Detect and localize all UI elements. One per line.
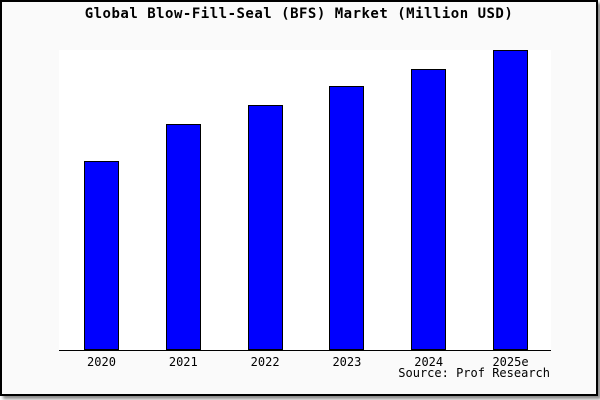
x-tick-label-2024: 2024: [414, 355, 444, 369]
x-tick-label-2020: 2020: [87, 355, 116, 369]
source-note: Source: Prof Research: [398, 366, 550, 380]
bar-2025e: [493, 50, 528, 350]
bar-2020: [84, 161, 119, 350]
x-tick-label-2025e: 2025e: [492, 355, 529, 369]
x-tick-label-2022: 2022: [250, 355, 280, 369]
chart-title: Global Blow-Fill-Seal (BFS) Market (Mill…: [84, 6, 514, 22]
plot-area: [59, 50, 551, 351]
bar-2021: [165, 124, 201, 350]
x-tick-label-2021: 2021: [168, 355, 198, 369]
bar-2023: [329, 86, 365, 350]
bar-2022: [247, 105, 283, 350]
x-tick-label-2023: 2023: [332, 355, 362, 369]
bar-2024: [411, 69, 447, 350]
